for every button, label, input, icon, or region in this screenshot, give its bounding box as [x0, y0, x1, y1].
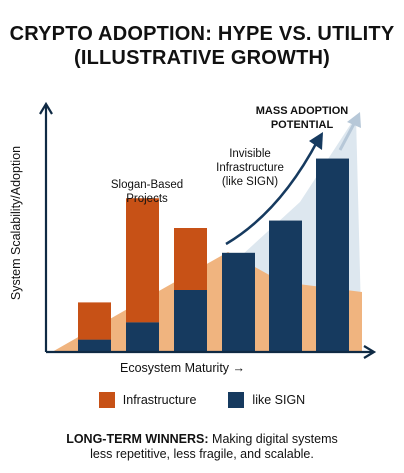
bar-infrastructure-2: [126, 198, 159, 323]
x-axis-arrowhead: [363, 345, 377, 359]
legend-item-like-sign: like SIGN: [228, 392, 305, 408]
annotation-invisible: Invisible Infrastructure (like SIGN): [200, 147, 300, 189]
annotation-mass-line-1: MASS ADOPTION: [255, 105, 349, 117]
axes-layer: [39, 101, 377, 359]
annotation-invisible-line-2: Infrastructure: [216, 162, 284, 174]
title-line-1: CRYPTO ADOPTION: HYPE VS. UTILITY: [9, 23, 395, 45]
footer-caption: LONG-TERM WINNERS: Making digital system…: [0, 432, 404, 462]
trend-arrow-layer: [225, 112, 361, 246]
trend-arrowhead: [309, 132, 323, 150]
potential-arrowhead: [347, 112, 361, 128]
annotation-mass-line-2: POTENTIAL: [270, 119, 334, 131]
footer-lead: LONG-TERM WINNERS:: [66, 432, 209, 446]
y-axis-label: System Scalability/Adoption: [9, 145, 23, 301]
bar-like-sign-4: [222, 252, 255, 352]
legend-label-like-sign: like SIGN: [252, 393, 306, 407]
footer-rest: Making digital systems: [208, 432, 338, 446]
annotation-invisible-line-1: Invisible: [229, 148, 271, 160]
bar-infrastructure-1: [78, 302, 111, 340]
chart-legend: Infrastructure like SIGN: [0, 392, 404, 408]
annotation-slogan-line-2: Projects: [126, 193, 168, 205]
annotation-mass-adoption: MASS ADOPTION POTENTIAL: [242, 104, 362, 132]
footer-line-2: less repetitive, less fragile, and scala…: [90, 447, 314, 461]
bar-like-sign-6: [316, 158, 349, 352]
potential-arrow-line: [338, 119, 358, 151]
legend-swatch-infrastructure: [98, 392, 115, 408]
bar-like-sign-1: [78, 339, 111, 352]
legend-swatch-like-sign: [228, 392, 245, 408]
footer-line-1: LONG-TERM WINNERS: Making digital system…: [0, 432, 404, 447]
trend-arrow-line: [225, 139, 320, 246]
bar-like-sign-2: [126, 322, 159, 352]
annotation-slogan: Slogan-Based Projects: [92, 178, 202, 206]
bar-like-sign-3: [174, 290, 207, 352]
annotation-slogan-line-1: Slogan-Based: [110, 179, 184, 191]
chart-title: CRYPTO ADOPTION: HYPE VS. UTILITY (ILLUS…: [0, 22, 404, 70]
legend-item-infrastructure: Infrastructure: [98, 392, 197, 408]
bar-infrastructure-3: [174, 228, 207, 290]
x-axis-label: Ecosystem Maturity →: [120, 361, 246, 375]
y-axis-arrowhead: [39, 101, 53, 115]
title-line-2: (ILLUSTRATIVE GROWTH): [73, 47, 331, 69]
annotation-invisible-line-3: (like SIGN): [221, 176, 279, 188]
bar-like-sign-5: [269, 220, 302, 352]
y-axis-label-wrap: System Scalability/Adoption: [4, 118, 28, 328]
legend-label-infrastructure: Infrastructure: [122, 393, 197, 407]
bars-layer: [78, 158, 349, 352]
